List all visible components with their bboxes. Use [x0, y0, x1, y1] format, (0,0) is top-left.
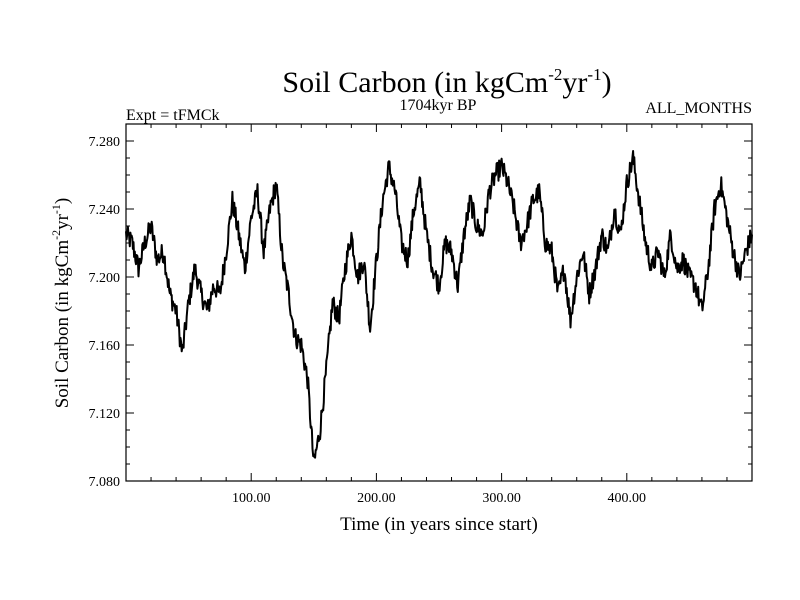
chart-title-mid: yr [562, 66, 587, 99]
subtitle-left: Expt = tFMCk [126, 107, 219, 124]
y-axis-label-main: Soil Carbon (in kgCm [52, 240, 73, 409]
y-axis-ticks: 7.080 7.120 7.160 7.200 7.240 7.280 [89, 135, 752, 490]
chart-title-sup2: -1 [587, 65, 601, 84]
y-axis-label-sup2: -1 [49, 204, 63, 214]
y-tick-label: 7.280 [89, 135, 121, 150]
y-tick-label: 7.120 [89, 407, 121, 422]
subtitle-right: ALL_MONTHS [645, 100, 752, 117]
chart-title-end: ) [602, 66, 612, 99]
chart-title-main: Soil Carbon (in kgCm [282, 66, 548, 99]
chart-title-sup1: -2 [548, 65, 562, 84]
x-tick-label: 100.00 [232, 491, 271, 506]
x-axis-label: Time (in years since start) [340, 514, 538, 535]
y-tick-label: 7.240 [89, 203, 121, 218]
y-tick-label: 7.200 [89, 271, 121, 286]
y-axis-label: Soil Carbon (in kgCm-2yr-1) [49, 198, 73, 409]
x-tick-label: 300.00 [482, 491, 521, 506]
y-tick-label: 7.080 [89, 475, 121, 490]
y-axis-label-end: ) [52, 198, 73, 204]
x-axis-ticks: 100.00 200.00 300.00 400.00 [150, 124, 728, 506]
y-axis-label-mid: yr [52, 213, 73, 230]
series-line [125, 150, 753, 459]
chart-title: Soil Carbon (in kgCm-2yr-1) [282, 65, 611, 99]
y-axis-label-sup1: -2 [49, 230, 63, 240]
subtitle-center: 1704kyr BP [400, 97, 477, 114]
x-tick-label: 200.00 [357, 491, 396, 506]
x-tick-label: 400.00 [608, 491, 647, 506]
y-tick-label: 7.160 [89, 339, 121, 354]
plot-frame [125, 123, 753, 482]
